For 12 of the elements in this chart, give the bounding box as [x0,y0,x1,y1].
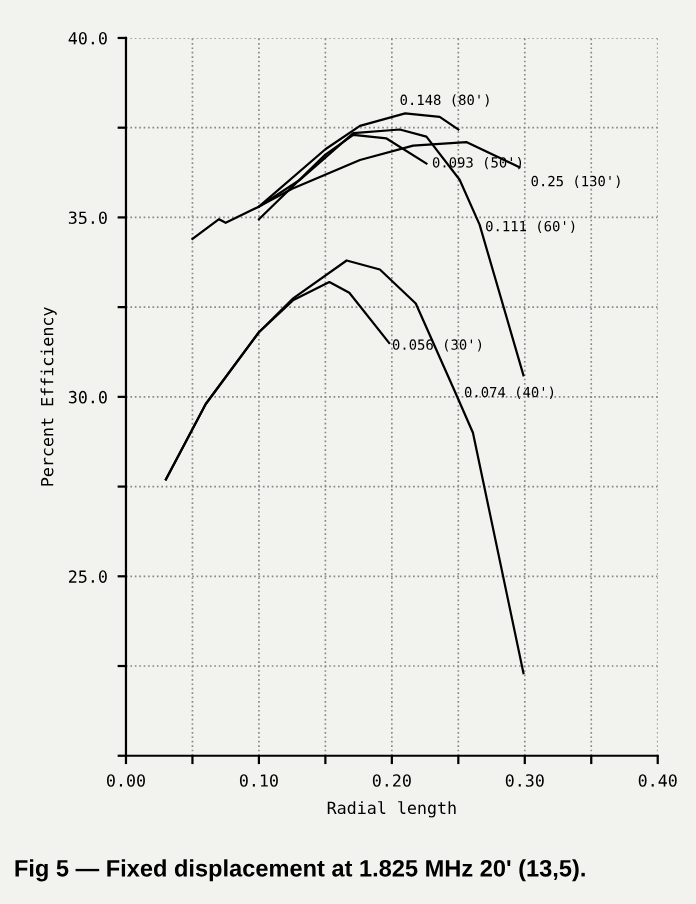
y-tick-label: 30.0 [68,390,107,404]
y-tick-label: 40.0 [68,31,107,45]
x-tick-label: 0.10 [239,774,278,787]
x-tick-label: 0.20 [372,774,411,787]
caption: Fig 5 — Fixed displacement at 1.825 MHz 20' (13,5). [15,859,585,882]
y-tick-label: 25.0 [69,570,107,583]
x-tick-label: 0.40 [638,774,677,787]
x-tick-label: 0.30 [505,774,544,787]
y-axis-title: Percent Efficiency [40,307,57,486]
x-tick-label: 0.00 [106,774,145,787]
y-tick-label: 35.0 [68,211,107,225]
x-axis-title: Radial length [327,801,456,818]
